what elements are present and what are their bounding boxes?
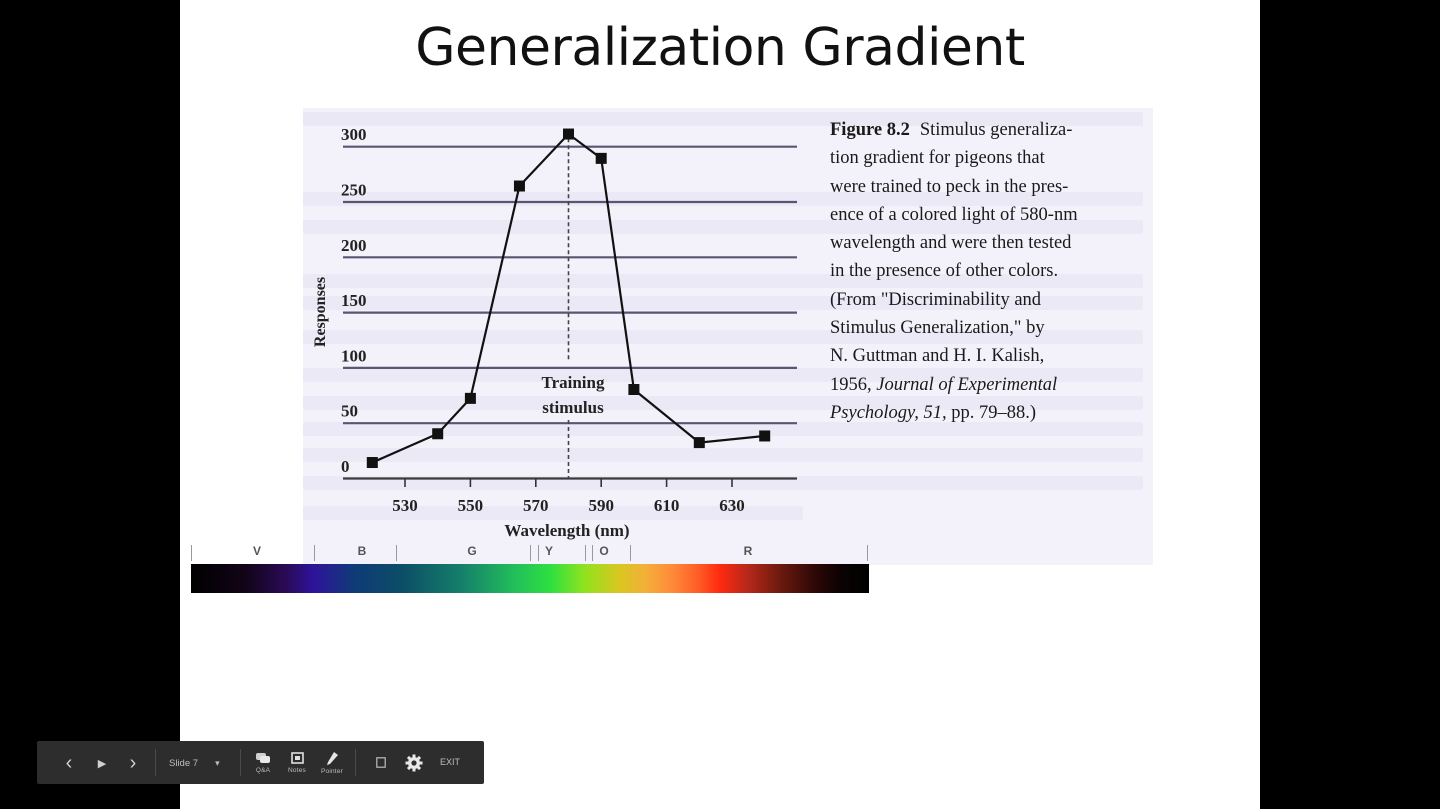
journal-name: Journal of Experimental — [876, 374, 1058, 395]
spectrum-divider — [396, 545, 397, 561]
chart-gridlines — [343, 145, 797, 480]
bleed-through-text — [303, 274, 1143, 288]
data-point-marker — [432, 428, 444, 440]
y-axis-tick-labels: 0 50 100 150 200 250 300 — [341, 125, 367, 476]
figure-number: Figure 8.2 — [830, 120, 910, 140]
play-button[interactable]: ▶ — [94, 753, 110, 773]
slide-selector-dropdown[interactable]: Slide 7 ▾ — [165, 751, 235, 775]
pointer-pen-icon — [326, 751, 338, 766]
bleed-through-text — [303, 506, 803, 520]
bleed-through-text — [303, 296, 1143, 310]
bleed-through-text — [303, 112, 1143, 126]
gear-icon — [405, 754, 423, 772]
laser-pointer-button[interactable]: Pointer — [317, 747, 347, 779]
generalization-chart: 0 50 100 150 200 250 300 530 550 570 590 610 630 Re… — [312, 125, 797, 540]
spectrum-divider — [538, 545, 539, 561]
svg-text:530: 530 — [392, 496, 418, 515]
presenter-toolbar: ‹ ▶ › Slide 7 ▾ Q&A Notes Pointer — [37, 741, 484, 784]
spectrum-divider — [867, 545, 868, 561]
data-point-marker — [759, 430, 771, 442]
bleed-through-text — [303, 422, 1143, 436]
slide-selector-label: Slide 7 — [169, 757, 199, 769]
svg-text:630: 630 — [719, 496, 745, 515]
data-point-marker — [464, 392, 476, 404]
spectrum-divider — [592, 545, 593, 561]
exit-button[interactable]: EXIT — [439, 757, 460, 767]
slide-canvas: Generalization Gradient 0 50 100 150 200 250 3… — [180, 0, 1260, 809]
speaker-notes-button[interactable]: Notes — [282, 747, 312, 779]
next-slide-button[interactable]: › — [125, 751, 141, 775]
svg-text:570: 570 — [523, 496, 549, 515]
toolbar-divider — [155, 749, 156, 776]
y-axis-label: Responses — [312, 277, 329, 347]
figure-caption: Figure 8.2 Stimulus generaliza- tion grad… — [830, 120, 1078, 423]
chevron-down-icon: ▾ — [215, 757, 220, 768]
settings-button[interactable] — [403, 752, 425, 774]
data-point-marker — [563, 128, 574, 140]
figure-image: 0 50 100 150 200 250 300 530 550 570 590 610 630 Re… — [303, 108, 1153, 565]
spectrum-divider — [191, 545, 192, 561]
data-point-marker — [366, 457, 378, 469]
spectrum-band-label: B — [357, 544, 367, 558]
spectrum-band-label: O — [599, 544, 609, 558]
svg-text:50: 50 — [341, 402, 358, 421]
svg-text:0: 0 — [341, 457, 350, 476]
svg-text:100: 100 — [341, 346, 367, 365]
bleed-through-text — [303, 220, 1143, 234]
toolbar-divider — [240, 749, 241, 776]
chevron-left-icon: ‹ — [65, 751, 73, 774]
data-point-marker — [628, 384, 640, 396]
fullscreen-icon — [376, 756, 386, 768]
toolbar-divider — [355, 749, 356, 776]
spectrum-band-label: R — [743, 544, 753, 558]
training-stimulus-label-line1: Training — [542, 373, 605, 392]
x-axis-label: Wavelength (nm) — [504, 521, 629, 540]
slide-title: Generalization Gradient — [415, 18, 1025, 78]
bleed-through-text — [303, 368, 1143, 382]
spectrum-band-label: G — [467, 544, 477, 558]
spectrum-divider — [530, 545, 531, 561]
spectrum-divider — [630, 545, 631, 561]
data-point-marker — [513, 180, 525, 192]
spectrum-divider — [314, 545, 315, 561]
data-point-marker — [693, 437, 705, 449]
previous-slide-button[interactable]: ‹ — [61, 751, 77, 775]
svg-text:300: 300 — [341, 125, 367, 144]
bleed-through-text — [303, 448, 1143, 462]
chat-bubbles-icon — [256, 752, 270, 765]
response-series — [366, 128, 771, 469]
svg-text:250: 250 — [341, 181, 367, 200]
fullscreen-button[interactable] — [373, 754, 389, 770]
svg-text:610: 610 — [654, 496, 680, 515]
spectrum-band-label: Y — [544, 544, 554, 558]
bleed-through-text — [303, 396, 1143, 410]
qa-button[interactable]: Q&A — [250, 747, 276, 779]
svg-text:590: 590 — [588, 496, 614, 515]
svg-text:550: 550 — [458, 496, 484, 515]
chevron-right-icon: › — [129, 751, 137, 774]
svg-text:200: 200 — [341, 236, 367, 255]
spectrum-band-label: V — [252, 544, 262, 558]
x-axis: 530 550 570 590 610 630 — [392, 478, 745, 515]
notes-icon — [290, 752, 304, 765]
svg-text:150: 150 — [341, 291, 367, 310]
visible-spectrum-bar — [191, 564, 869, 593]
bleed-through-text — [303, 330, 1143, 344]
data-point-marker — [595, 152, 607, 164]
training-stimulus-label-line2: stimulus — [542, 398, 604, 417]
play-icon: ▶ — [97, 757, 107, 770]
spectrum-divider — [585, 545, 586, 561]
